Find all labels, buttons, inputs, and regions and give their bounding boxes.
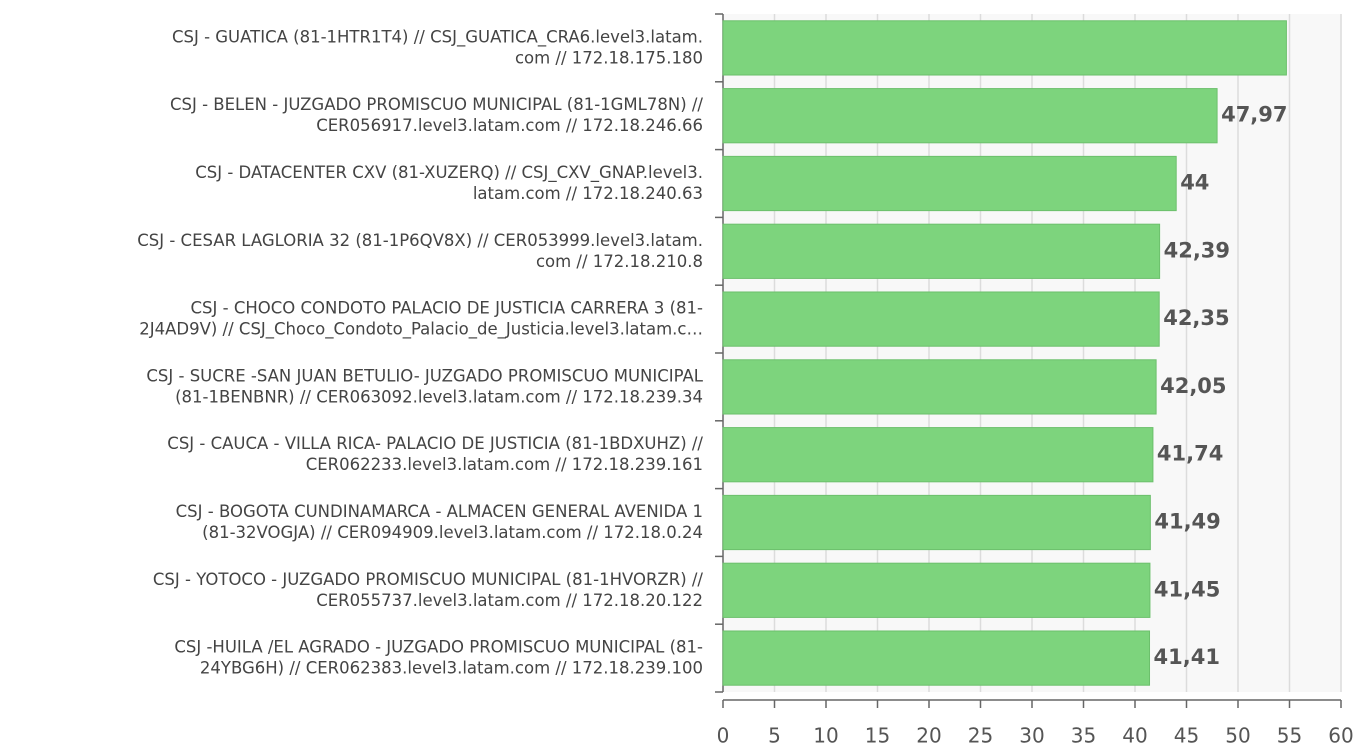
x-tick-label: 50: [1225, 724, 1250, 744]
value-label: 42,05: [1160, 374, 1226, 398]
x-tick-label: 30: [1019, 724, 1044, 744]
y-tick-label: CSJ - CAUCA - VILLA RICA- PALACIO DE JUS…: [167, 434, 703, 474]
bar: [722, 562, 1151, 618]
value-label: 41,49: [1154, 510, 1220, 534]
y-tick-label: CSJ - BELEN - JUZGADO PROMISCUO MUNICIPA…: [170, 95, 703, 135]
value-label: 47,97: [1221, 103, 1287, 127]
bar: [722, 155, 1177, 212]
x-tick-label: 15: [865, 724, 890, 744]
bar: [722, 223, 1161, 279]
y-tick-label: CSJ - YOTOCO - JUZGADO PROMISCUO MUNICIP…: [153, 569, 704, 609]
x-tick-label: 25: [968, 724, 993, 744]
x-tick-label: 55: [1277, 724, 1302, 744]
x-tick-label: 45: [1174, 724, 1199, 744]
value-label: 41,45: [1154, 577, 1220, 601]
x-tick-label: 0: [717, 724, 730, 744]
y-tick-label: CSJ -HUILA /EL AGRADO - JUZGADO PROMISCU…: [174, 637, 703, 677]
x-tick-label: 40: [1122, 724, 1147, 744]
y-tick-label: CSJ - SUCRE -SAN JUAN BETULIO- JUZGADO P…: [146, 366, 703, 406]
y-tick-label: CSJ - BOGOTA CUNDINAMARCA - ALMACEN GENE…: [176, 502, 703, 542]
bar: [722, 427, 1154, 483]
y-tick-label: CSJ - CESAR LAGLORIA 32 (81-1P6QV8X) // …: [137, 230, 703, 270]
y-tick-label: CSJ - GUATICA (81-1HTR1T4) // CSJ_GUATIC…: [172, 27, 703, 67]
value-label: 41,74: [1157, 442, 1223, 466]
x-tick-label: 60: [1328, 724, 1353, 744]
x-tick-label: 35: [1071, 724, 1096, 744]
x-tick-label: 5: [768, 724, 781, 744]
value-label: 42,35: [1163, 306, 1229, 330]
bar: [722, 630, 1151, 686]
bar: [722, 88, 1218, 144]
bar: [722, 291, 1160, 347]
x-tick-label: 20: [916, 724, 941, 744]
bar: [722, 494, 1151, 551]
value-label: 42,39: [1164, 238, 1230, 262]
value-label: 41,41: [1154, 645, 1220, 669]
y-tick-label: CSJ - CHOCO CONDOTO PALACIO DE JUSTICIA …: [139, 298, 703, 339]
y-tick-label: CSJ - DATACENTER CXV (81-XUZERQ) // CSJ_…: [195, 163, 703, 203]
bar: [722, 20, 1287, 76]
x-tick-label: 10: [813, 724, 838, 744]
value-label: 44: [1180, 171, 1209, 195]
bar: [722, 359, 1157, 415]
